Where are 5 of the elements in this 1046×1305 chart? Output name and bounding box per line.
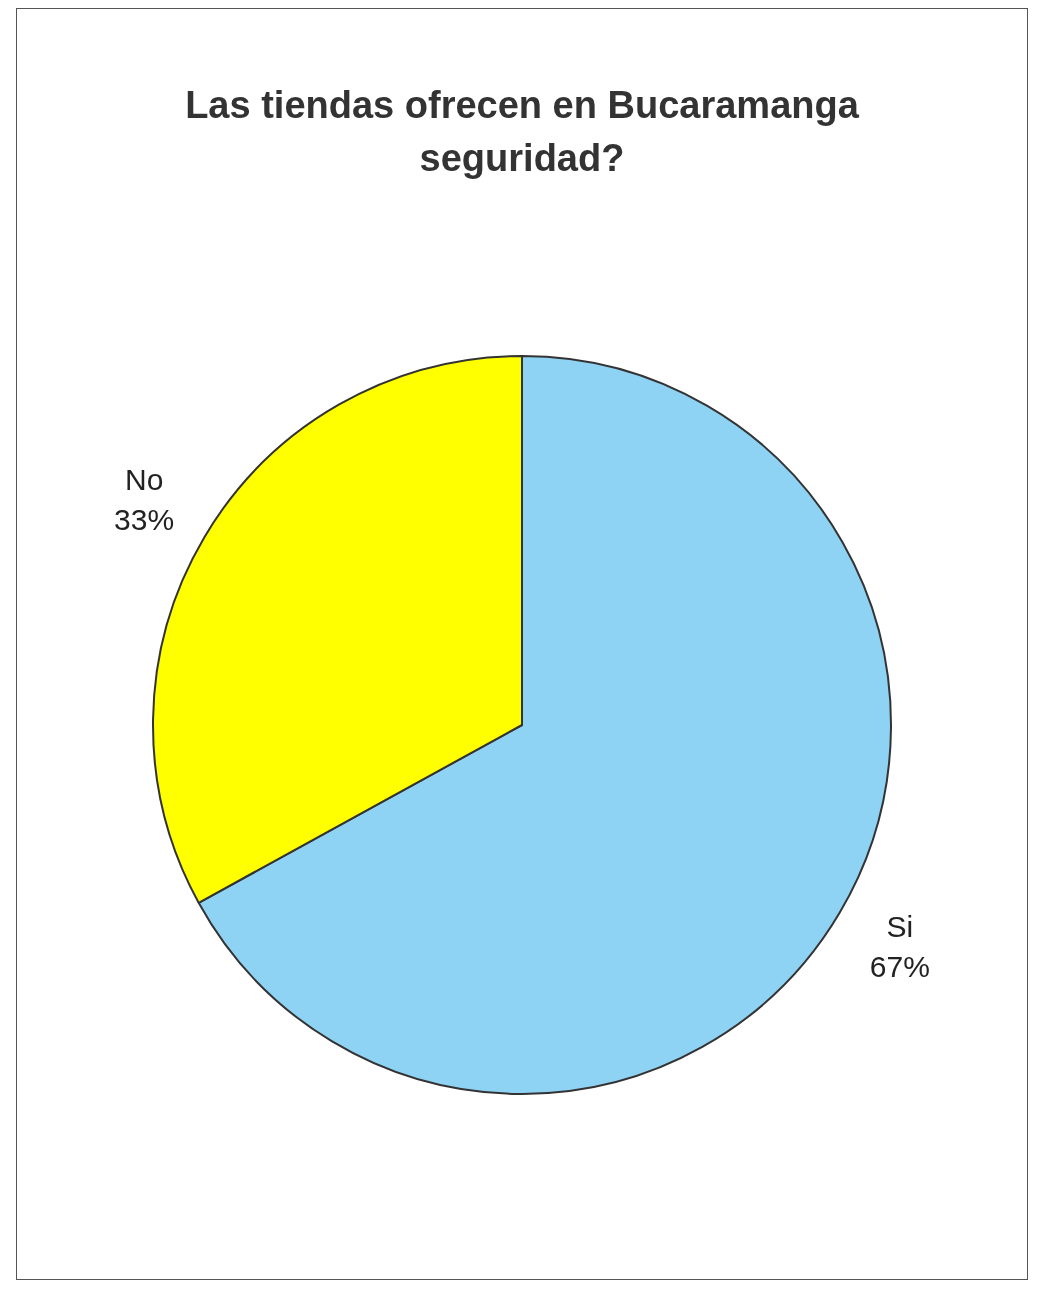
data-label: 33% [114, 503, 175, 537]
data-label: 67% [869, 950, 930, 984]
chart-title: Las tiendas ofrecen en Bucaramanga seguridad? [184, 83, 860, 182]
slice-label: No [124, 463, 164, 497]
slice-label: Si [886, 910, 914, 944]
